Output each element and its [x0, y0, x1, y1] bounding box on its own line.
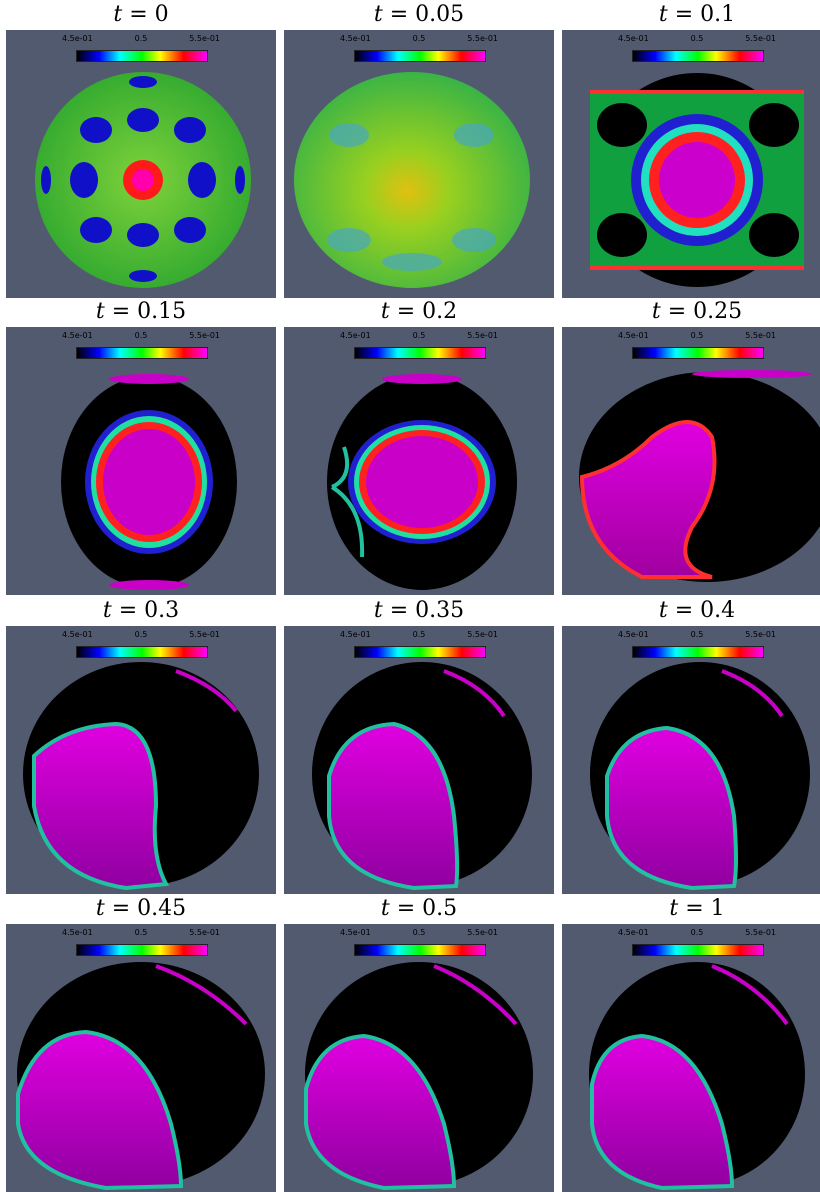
panel-title: t = 0.45	[95, 896, 187, 921]
colorbar	[632, 347, 764, 359]
render-view: 4.5e-01 0.5 5.5e-01	[284, 924, 554, 1192]
panel-title: t = 0	[113, 2, 169, 27]
colorbar-ticks: 4.5e-01 0.5 5.5e-01	[340, 34, 498, 43]
panel-title: t = 0.2	[380, 299, 458, 324]
colorbar	[76, 50, 208, 62]
render-view: 4.5e-01 0.5 5.5e-01	[284, 327, 554, 595]
render-view: 4.5e-01 0.5 5.5e-01	[562, 924, 820, 1192]
render-view: 4.5e-01 0.5 5.5e-01	[284, 626, 554, 894]
sphere-t015	[61, 374, 237, 590]
panel-title: t = 0.15	[95, 299, 187, 324]
panel-title: t = 1	[669, 896, 725, 921]
panel-title: t = 0.4	[658, 598, 736, 623]
sphere-t04	[590, 662, 810, 891]
colorbar-ticks: 4.5e-01 0.5 5.5e-01	[618, 331, 776, 340]
render-view: 4.5e-01 0.5 5.5e-01	[562, 626, 820, 894]
colorbar-ticks: 4.5e-01 0.5 5.5e-01	[340, 331, 498, 340]
colorbar-ticks: 4.5e-01 0.5 5.5e-01	[618, 928, 776, 937]
colorbar	[354, 646, 486, 658]
sphere-t1	[589, 962, 805, 1191]
render-view: 4.5e-01 0.5 5.5e-01	[562, 327, 820, 595]
render-view: 4.5e-01 0.5 5.5e-01	[6, 924, 276, 1192]
panel-title: t = 0.5	[380, 896, 458, 921]
colorbar	[76, 944, 208, 956]
render-view: 4.5e-01 0.5 5.5e-01	[284, 30, 554, 298]
panel-title: t = 0.3	[102, 598, 180, 623]
sphere-t01	[590, 73, 804, 287]
colorbar-ticks: 4.5e-01 0.5 5.5e-01	[62, 34, 220, 43]
sphere-t02	[327, 374, 517, 590]
render-view: 4.5e-01 0.5 5.5e-01	[6, 626, 276, 894]
colorbar-ticks: 4.5e-01 0.5 5.5e-01	[62, 630, 220, 639]
render-view: 4.5e-01 0.5 5.5e-01	[6, 30, 276, 298]
colorbar-ticks: 4.5e-01 0.5 5.5e-01	[340, 928, 498, 937]
sphere-t025	[579, 370, 820, 582]
colorbar-ticks: 4.5e-01 0.5 5.5e-01	[62, 928, 220, 937]
colorbar-ticks: 4.5e-01 0.5 5.5e-01	[62, 331, 220, 340]
colorbar	[632, 944, 764, 956]
colorbar	[76, 347, 208, 359]
colorbar-ticks: 4.5e-01 0.5 5.5e-01	[618, 34, 776, 43]
sphere-t03	[23, 662, 259, 891]
colorbar	[632, 646, 764, 658]
colorbar-ticks: 4.5e-01 0.5 5.5e-01	[340, 630, 498, 639]
panel-title: t = 0.35	[373, 598, 465, 623]
panel-title: t = 0.25	[651, 299, 743, 324]
sphere-t0	[35, 72, 251, 288]
sphere-t035	[312, 662, 532, 891]
panel-title: t = 0.05	[373, 2, 465, 27]
colorbar	[354, 944, 486, 956]
panel-title: t = 0.1	[658, 2, 736, 27]
colorbar	[632, 50, 764, 62]
sphere-t005	[294, 72, 530, 288]
sphere-t05	[304, 962, 533, 1191]
simulation-grid: t = 0 4.5e-01 0.5 5.5e-01	[6, 0, 820, 1192]
colorbar	[354, 50, 486, 62]
sphere-t045	[16, 962, 265, 1191]
colorbar-ticks: 4.5e-01 0.5 5.5e-01	[618, 630, 776, 639]
colorbar	[76, 646, 208, 658]
render-view: 4.5e-01 0.5 5.5e-01	[562, 30, 820, 298]
render-view: 4.5e-01 0.5 5.5e-01	[6, 327, 276, 595]
colorbar	[354, 347, 486, 359]
